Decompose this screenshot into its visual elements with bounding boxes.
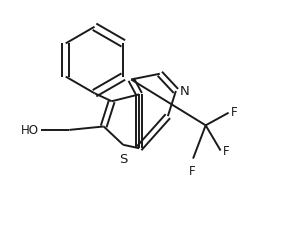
Text: F: F xyxy=(223,144,230,157)
Text: F: F xyxy=(188,164,195,177)
Text: F: F xyxy=(231,106,238,119)
Text: N: N xyxy=(180,85,190,97)
Text: S: S xyxy=(119,152,128,165)
Text: HO: HO xyxy=(21,124,39,137)
